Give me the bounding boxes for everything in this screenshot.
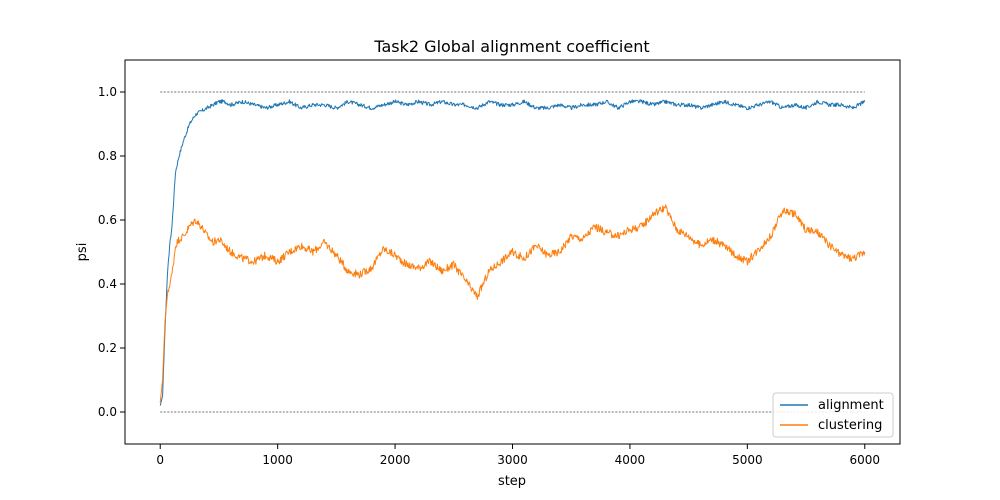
- legend-box: [772, 392, 894, 438]
- x-tick-label: 4000: [615, 453, 646, 467]
- x-tick-label: 2000: [380, 453, 411, 467]
- chart-title: Task2 Global alignment coefficient: [373, 37, 649, 56]
- legend-label-alignment: alignment: [818, 398, 884, 413]
- y-tick-label: 1.0: [98, 85, 117, 99]
- series-line-clustering: [159, 204, 866, 403]
- legend: alignment clustering: [772, 392, 894, 438]
- y-tick-label: 0.2: [98, 341, 117, 355]
- reference-lines: [160, 91, 865, 413]
- series-layer: [159, 99, 866, 406]
- series-line-alignment: [159, 99, 866, 406]
- y-tick-label: 0.6: [98, 213, 117, 227]
- x-tick-label: 0: [156, 453, 164, 467]
- y-axis-label: psi: [75, 243, 90, 262]
- x-tick-label: 6000: [849, 453, 880, 467]
- legend-label-clustering: clustering: [818, 418, 882, 433]
- x-tick-label: 5000: [732, 453, 763, 467]
- y-axis: 0.0 0.2 0.4 0.6 0.8 1.0: [98, 85, 125, 419]
- x-tick-label: 1000: [262, 453, 293, 467]
- x-axis-label: step: [498, 474, 526, 489]
- y-tick-label: 0.4: [98, 277, 117, 291]
- y-tick-label: 0.8: [98, 149, 117, 163]
- x-tick-label: 3000: [497, 453, 528, 467]
- x-axis: 0 1000 2000 3000 4000 5000 6000: [156, 444, 880, 467]
- y-tick-label: 0.0: [98, 405, 117, 419]
